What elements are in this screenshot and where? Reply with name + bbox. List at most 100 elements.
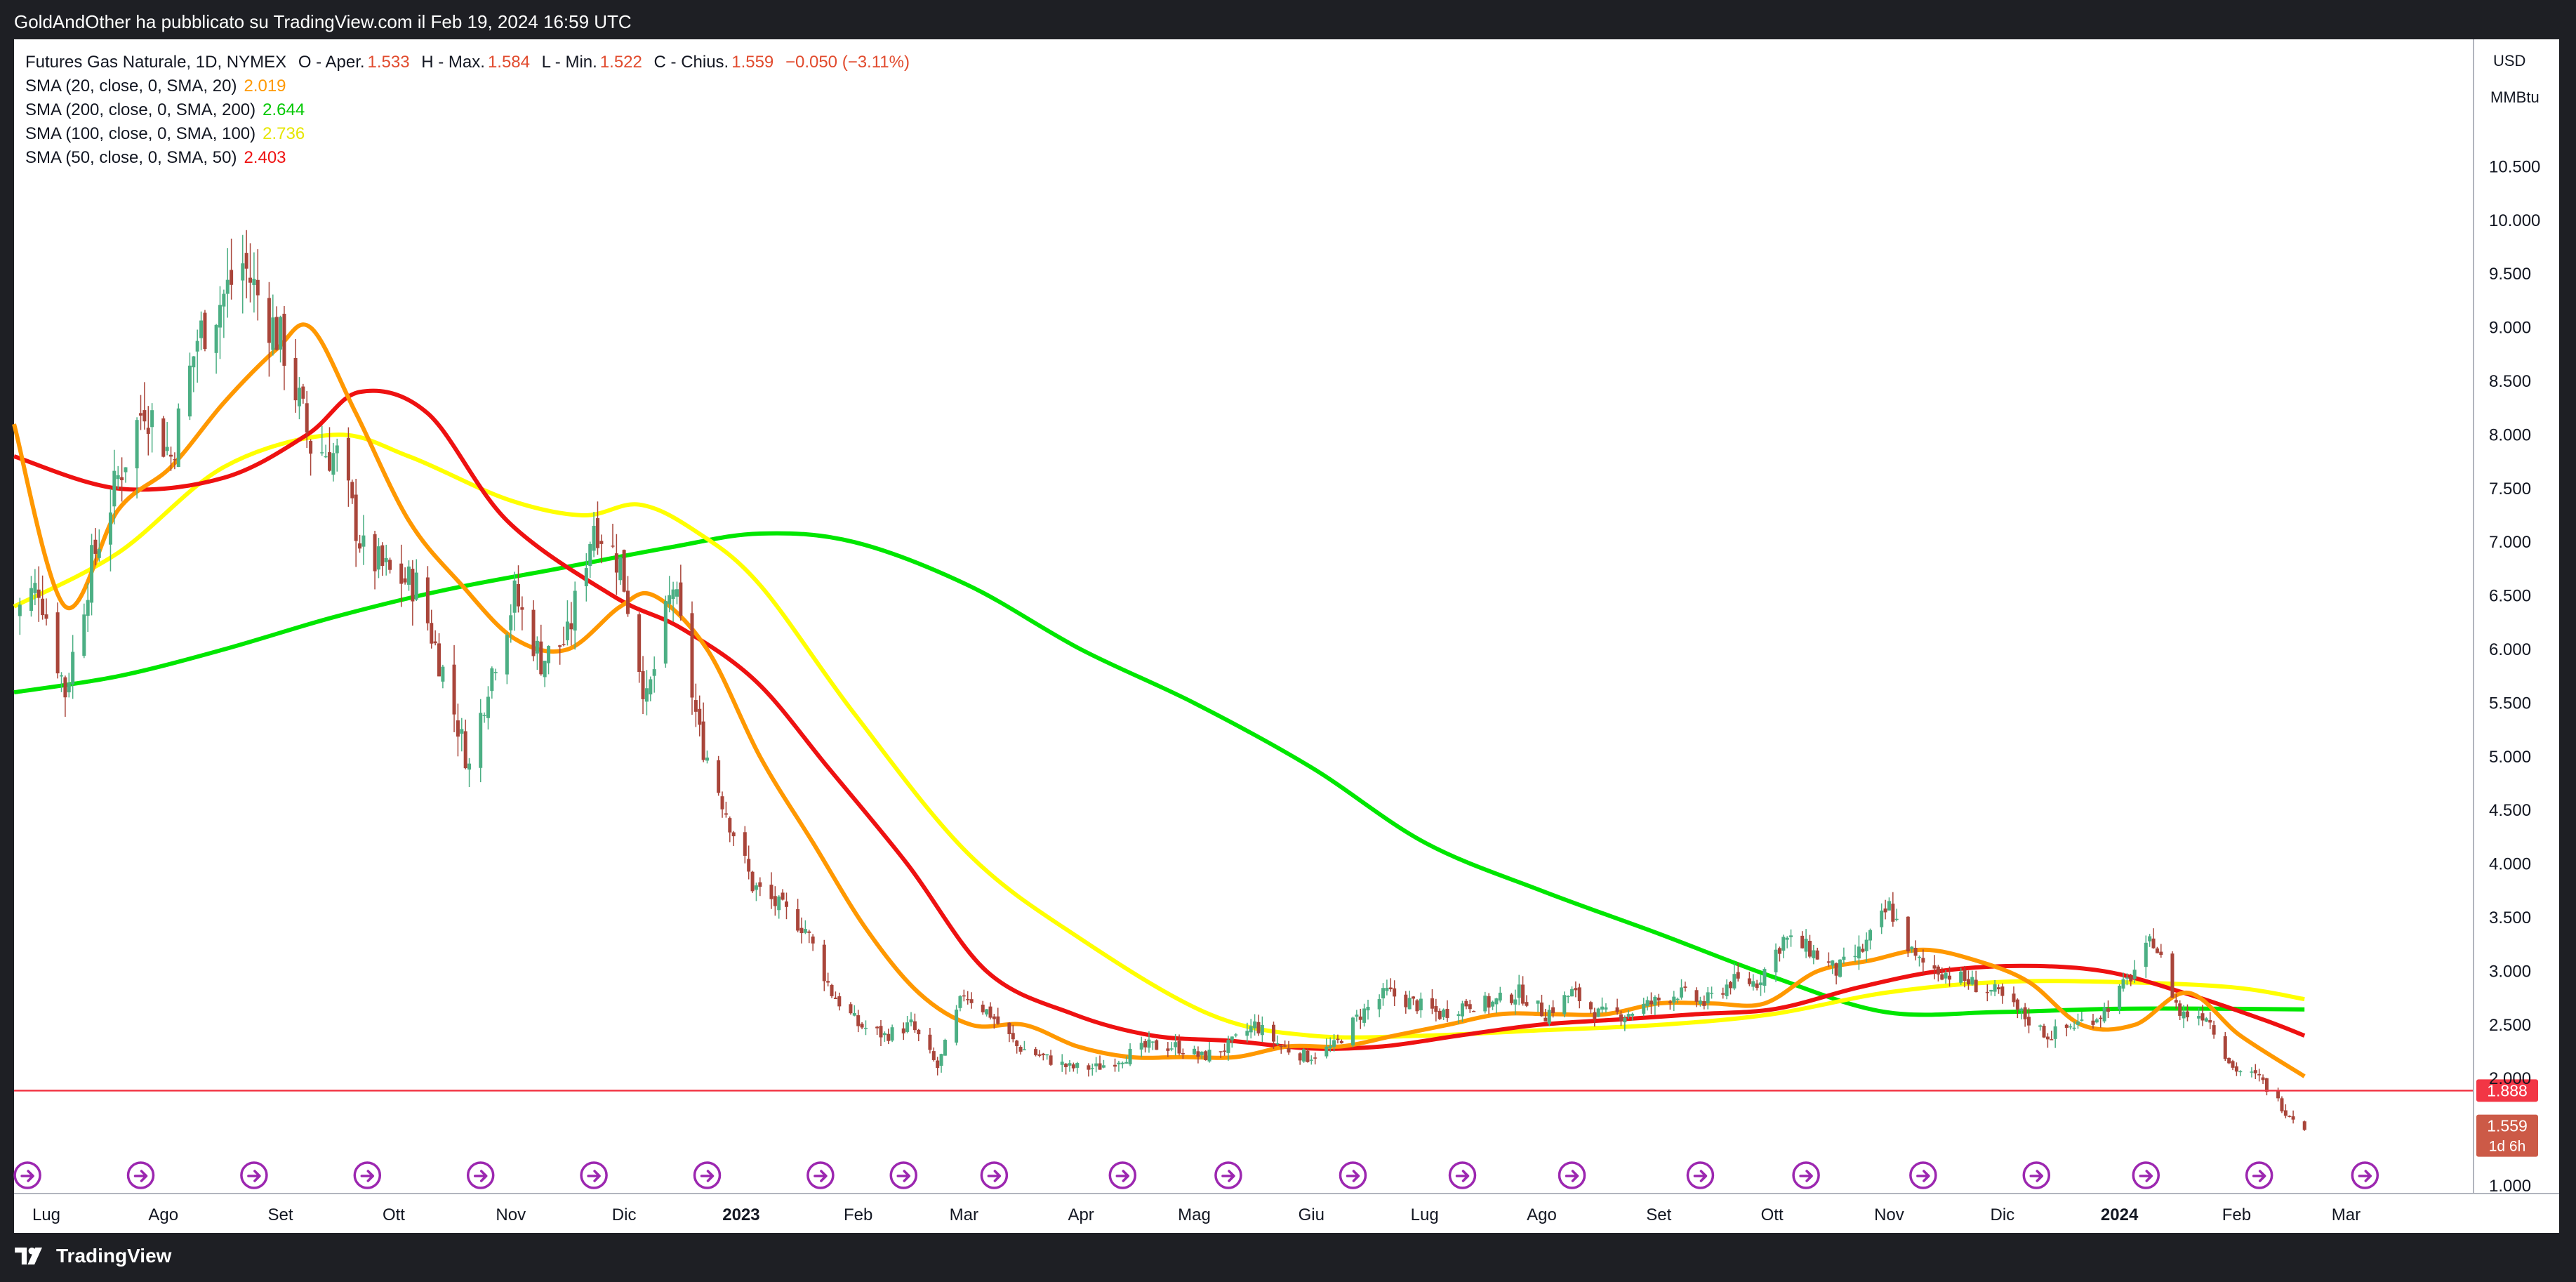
event-marker-icon[interactable] xyxy=(806,1161,835,1189)
legend-sma100[interactable]: SMA (100, close, 0, SMA, 100) 2.736 xyxy=(25,122,917,146)
event-marker-icon[interactable] xyxy=(13,1161,41,1189)
event-marker-icon[interactable] xyxy=(1214,1161,1242,1189)
candle-body xyxy=(509,615,513,630)
event-marker-icon[interactable] xyxy=(889,1161,918,1189)
candle-body xyxy=(1562,995,1567,1015)
event-marker-icon[interactable] xyxy=(2132,1161,2160,1189)
candle-body xyxy=(637,614,642,673)
legend-sma200[interactable]: SMA (200, close, 0, SMA, 200) 2.644 xyxy=(25,98,917,122)
event-marker-icon[interactable] xyxy=(1558,1161,1586,1189)
event-marker-icon[interactable] xyxy=(2245,1161,2273,1189)
candle-body xyxy=(1936,966,1940,975)
candle-body xyxy=(668,595,672,604)
candle-body xyxy=(931,1051,936,1060)
candle-body xyxy=(467,763,472,770)
candle-body xyxy=(1090,1068,1094,1069)
candle-body xyxy=(2072,1027,2076,1029)
candle-body xyxy=(1355,1015,1359,1017)
last-price-badge xyxy=(2476,1114,2538,1157)
candle-body xyxy=(1996,987,2000,990)
event-arrow-glyph xyxy=(473,1170,488,1182)
event-arrow-glyph xyxy=(814,1170,828,1182)
event-marker-icon[interactable] xyxy=(1448,1161,1477,1189)
event-marker-icon[interactable] xyxy=(1686,1161,1715,1189)
event-marker-icon[interactable] xyxy=(353,1161,382,1189)
candle-body xyxy=(2042,1026,2046,1038)
sma20-line xyxy=(12,322,2306,1078)
tradingview-brand[interactable]: TradingView xyxy=(13,1244,171,1268)
candle-body xyxy=(833,997,837,999)
candle-body xyxy=(830,984,834,996)
event-marker-icon[interactable] xyxy=(1792,1161,1820,1189)
last-price-label: 1.559 xyxy=(2487,1117,2528,1135)
chart-canvas[interactable]: 1.888 1.559 1d 6h USD MMBtu 10.500 10.000 9.50… xyxy=(0,0,2576,1233)
candle-body xyxy=(463,731,467,769)
x-tick-label: Set xyxy=(1646,1205,1671,1224)
candle-body xyxy=(1219,1051,1223,1052)
event-marker-icon[interactable] xyxy=(1909,1161,1937,1189)
candle-body xyxy=(992,1016,996,1019)
candle-body xyxy=(588,543,592,567)
candle-body xyxy=(361,535,366,547)
candle-body xyxy=(909,1019,913,1023)
y-tick-label: 8.500 xyxy=(2489,372,2531,391)
candle-body xyxy=(1959,971,1963,983)
event-marker-icon[interactable] xyxy=(126,1161,155,1189)
candle-body xyxy=(112,470,117,507)
event-marker-icon[interactable] xyxy=(240,1161,268,1189)
y-tick-label: 5.000 xyxy=(2489,748,2531,767)
candle-body xyxy=(928,1034,932,1050)
candle-body xyxy=(1230,1036,1234,1040)
candle-body xyxy=(1551,1007,1555,1013)
candle-body xyxy=(346,437,350,481)
event-marker-icon[interactable] xyxy=(980,1161,1009,1189)
event-marker-icon[interactable] xyxy=(1339,1161,1367,1189)
candle-body xyxy=(1940,974,1944,980)
candle-body xyxy=(1034,1049,1038,1055)
candle-body xyxy=(2080,1019,2084,1021)
candle-body xyxy=(750,871,755,892)
legend-sma50[interactable]: SMA (50, close, 0, SMA, 50) 2.403 xyxy=(25,146,917,170)
candle-body xyxy=(649,679,653,695)
candle-body xyxy=(282,313,286,366)
legend-sma20[interactable]: SMA (20, close, 0, SMA, 20) 2.019 xyxy=(25,74,917,98)
y-tick-label: 3.500 xyxy=(2489,908,2531,927)
candle-body xyxy=(985,1009,989,1015)
tradingview-logo-icon xyxy=(15,1247,42,1265)
event-marker-icon[interactable] xyxy=(466,1161,495,1189)
candle-body xyxy=(2182,1011,2186,1019)
event-marker-icon[interactable] xyxy=(1108,1161,1137,1189)
event-marker-icon[interactable] xyxy=(2351,1161,2379,1189)
x-tick-label: Ott xyxy=(383,1205,405,1224)
candle-body xyxy=(1464,1000,1468,1007)
event-marker-icon[interactable] xyxy=(693,1161,722,1189)
candle-body xyxy=(1774,949,1778,972)
candle-body xyxy=(1517,984,1521,998)
candle-body xyxy=(1615,1007,1619,1012)
candle-body xyxy=(2264,1078,2269,1092)
event-arrow-glyph xyxy=(2358,1170,2372,1182)
candle-body xyxy=(120,477,124,481)
candle-body xyxy=(437,643,441,677)
event-marker-icon[interactable] xyxy=(2022,1161,2051,1189)
x-tick-label: Mag xyxy=(1178,1205,1211,1224)
sma50-label: SMA (50, close, 0, SMA, 50) xyxy=(25,148,237,167)
close-label: C - Chius. xyxy=(653,53,729,72)
candle-body xyxy=(2151,938,2156,949)
y-tick-label: 7.000 xyxy=(2489,533,2531,552)
event-marker-icon[interactable] xyxy=(580,1161,608,1189)
candle-body xyxy=(1604,1007,1608,1010)
candle-body xyxy=(2015,999,2019,1010)
candle-body xyxy=(988,1006,992,1018)
candle-body xyxy=(1249,1026,1253,1033)
candle-body xyxy=(547,646,551,663)
candle-body xyxy=(826,981,830,983)
candle-body xyxy=(565,621,569,640)
candle-body xyxy=(860,1024,864,1028)
candle-body xyxy=(1593,1012,1597,1019)
candle-body xyxy=(505,635,509,675)
candle-body xyxy=(1993,984,1997,992)
candle-body xyxy=(2045,1036,2050,1040)
candle-body xyxy=(592,526,596,551)
y-tick-label: 4.000 xyxy=(2489,855,2531,874)
